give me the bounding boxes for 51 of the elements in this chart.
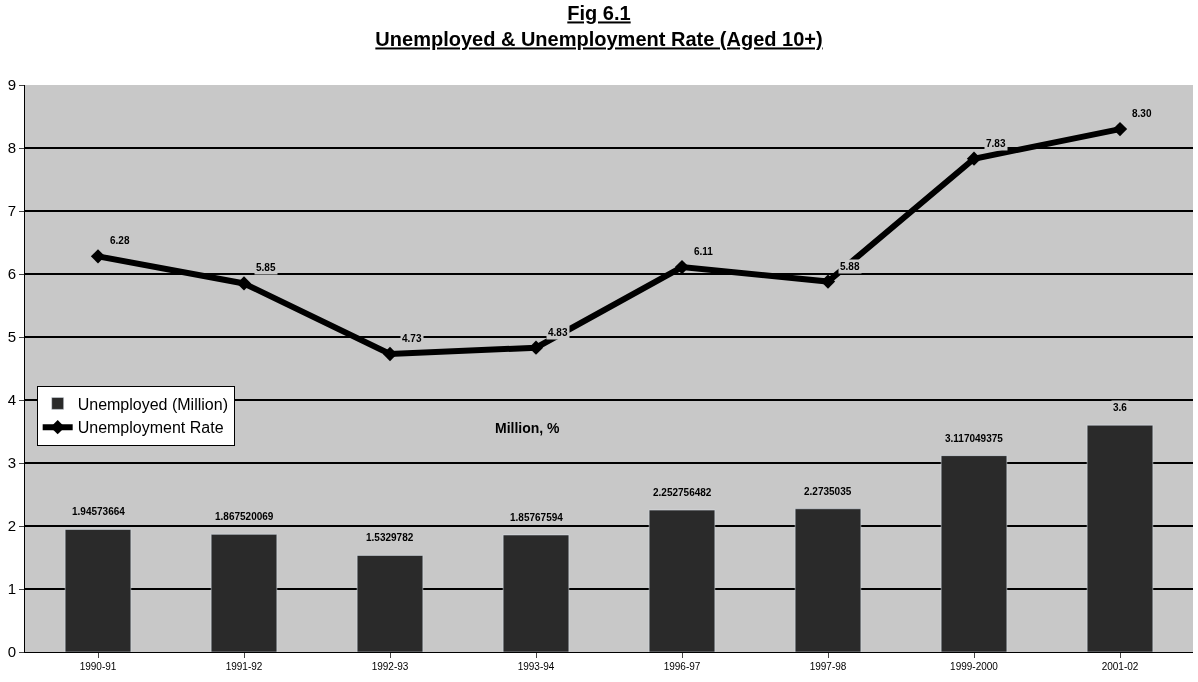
data-label: 2.252756482 (653, 487, 712, 498)
data-label: 1.867520069 (215, 511, 274, 522)
y-tick-label: 4 (7, 391, 16, 409)
x-tick-label: 2001-02 (1101, 661, 1139, 672)
chart-subtitle: Unemployed & Unemployment Rate (Aged 10+) (375, 28, 823, 51)
data-label: 3.117049375 (945, 433, 1004, 444)
bar (502, 534, 570, 652)
data-label: 7.83 (986, 138, 1006, 149)
legend-label: Unemployment Rate (77, 419, 224, 437)
x-tick-label: 1993-94 (517, 661, 555, 672)
bar (1086, 424, 1154, 652)
y-tick-label: 3 (7, 454, 16, 472)
x-tick-label: 1996-97 (663, 661, 701, 672)
point (1112, 121, 1128, 137)
y-tick-label: 6 (7, 265, 16, 283)
bar (210, 534, 278, 652)
data-label: 6.28 (110, 235, 130, 246)
data-label: 5.85 (256, 262, 276, 273)
bar (356, 555, 424, 652)
y-tick-label: 7 (7, 202, 16, 220)
point (966, 151, 982, 166)
point (90, 249, 106, 264)
y-tick-label: 5 (7, 328, 16, 346)
data-label: 1.5329782 (366, 532, 414, 543)
data-label: 8.30 (1132, 108, 1152, 119)
data-label: 2.2735035 (804, 486, 852, 497)
chart-title: Fig 6.1 (567, 2, 631, 25)
data-label: 4.83 (548, 327, 568, 338)
x-tick-label: 1999-2000 (950, 661, 999, 672)
bar (940, 455, 1008, 652)
bar (64, 529, 132, 652)
x-tick-label: 1991-92 (225, 661, 263, 672)
y-tick-label: 1 (7, 580, 16, 598)
data-label: 3.6 (1113, 402, 1128, 413)
x-tick-label: 1992-93 (371, 661, 409, 672)
bar (648, 509, 716, 652)
annotation: Million, % (495, 420, 561, 436)
data-label: 1.85767594 (510, 512, 564, 523)
y-tick-label: 2 (7, 517, 16, 535)
data-label: 4.73 (402, 333, 422, 344)
data-label: 5.88 (840, 261, 860, 272)
bar (794, 508, 862, 652)
y-tick-label: 8 (7, 139, 16, 157)
data-label: 6.11 (694, 246, 714, 257)
y-tick-label: 9 (7, 76, 16, 94)
legend-label: Unemployed (Million) (77, 395, 228, 413)
y-tick-label: 0 (7, 643, 16, 661)
x-tick-label: 1990-91 (79, 661, 117, 672)
point (236, 276, 252, 291)
x-tick-label: 1997-98 (809, 661, 847, 672)
data-label: 1.94573664 (72, 506, 126, 517)
